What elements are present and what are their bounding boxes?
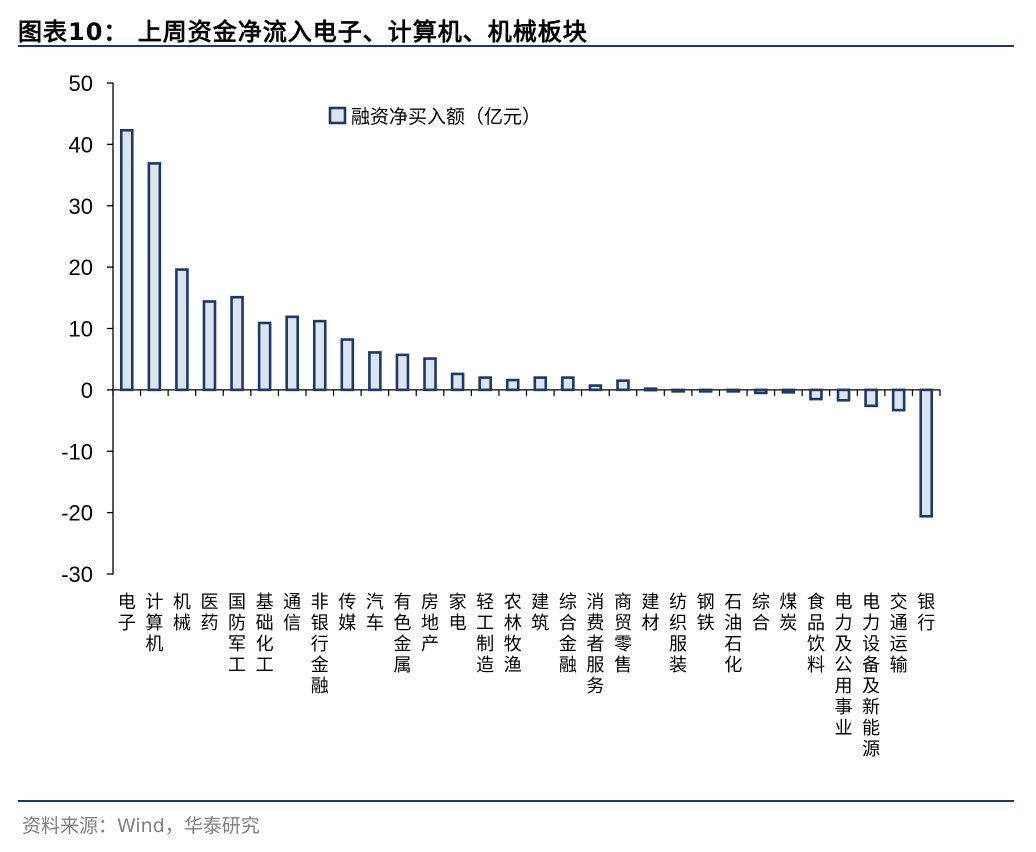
bar: [312, 319, 327, 392]
bar: [368, 351, 382, 392]
x-tick-label: 纺织服装: [669, 592, 687, 676]
x-tick-label: 综合: [752, 592, 770, 634]
x-tick-label: 钢铁: [697, 592, 715, 634]
top-rule: [18, 45, 1014, 47]
x-tick-label: 电子: [118, 592, 136, 634]
bar: [505, 378, 520, 392]
x-tick-label: 商贸零售: [614, 592, 632, 676]
bar: [119, 128, 134, 392]
x-tick-label: 消费者服务: [586, 592, 604, 697]
chart-bars: [119, 128, 934, 518]
y-tick-label: -10: [61, 439, 93, 464]
x-tick-label: 农林牧渔: [504, 592, 522, 676]
x-tick-label: 电力及公用事业: [835, 592, 853, 739]
x-tick-label: 传媒: [338, 592, 356, 634]
y-tick-label: 30: [69, 194, 93, 219]
y-tick-label: 10: [69, 317, 93, 342]
x-tick-label: 国防军工: [228, 592, 246, 676]
y-tick-label: 40: [69, 132, 93, 157]
bar: [423, 357, 437, 392]
category-labels: 电子计算机机械医药国防军工基础化工通信非银行金融传媒汽车有色金属房地产家电轻工制…: [118, 592, 935, 760]
bar: [450, 372, 465, 392]
bar: [616, 379, 630, 392]
bar: [175, 268, 189, 392]
bar: [891, 388, 906, 412]
bar: [754, 388, 768, 395]
figure-title: 图表10： 上周资金净流入电子、计算机、机械板块: [18, 18, 588, 46]
bar: [202, 300, 217, 392]
bar: [340, 338, 355, 392]
bottom-rule: [18, 800, 1014, 802]
y-tick-label: 50: [69, 71, 93, 96]
x-tick-label: 煤炭: [779, 592, 797, 634]
x-tick-label: 汽车: [366, 592, 384, 634]
legend-swatch: [328, 106, 347, 125]
bar: [395, 353, 410, 392]
bar: [919, 388, 934, 518]
x-tick-label: 机械: [173, 592, 191, 634]
bar-chart: 50 40 30 20 10 0 -10 -20 -30 电子计算机机械医药国防军工基础化工通信…: [61, 71, 941, 760]
x-tick-label: 有色金属: [393, 592, 411, 676]
x-tick-label: 非银行金融: [311, 592, 329, 697]
chart-axes: 50 40 30 20 10 0 -10 -20 -30: [61, 71, 941, 587]
x-tick-label: 建筑: [531, 592, 549, 634]
x-tick-label: 石油石化: [724, 592, 742, 676]
x-tick-label: 电力设备及新能源: [862, 592, 880, 760]
bar: [561, 376, 575, 392]
y-tick-label: -20: [61, 501, 93, 526]
source-note: 资料来源：Wind，华泰研究: [22, 815, 260, 837]
legend-label: 融资净买入额（亿元）: [351, 106, 541, 128]
bar: [698, 388, 713, 393]
bar: [836, 388, 851, 402]
x-tick-label: 通信: [283, 592, 301, 634]
bar: [230, 295, 244, 392]
bar: [809, 388, 823, 401]
x-tick-label: 交通运输: [890, 592, 908, 676]
x-tick-label: 综合金融: [559, 592, 577, 676]
bar: [726, 388, 741, 393]
x-tick-label: 房地产: [421, 592, 439, 655]
bar: [533, 376, 548, 392]
bar: [671, 388, 685, 393]
y-tick-label: 0: [81, 378, 93, 403]
x-tick-label: 轻工制造: [476, 592, 494, 676]
bar: [147, 162, 162, 392]
chart-legend: 融资净买入额（亿元）: [328, 106, 541, 128]
x-tick-label: 银行: [917, 592, 935, 634]
x-tick-label: 基础化工: [256, 592, 274, 676]
x-tick-label: 计算机: [145, 592, 163, 655]
x-tick-label: 食品饮料: [807, 592, 825, 676]
bar: [643, 387, 658, 392]
bar: [781, 388, 796, 394]
y-tick-label: -30: [61, 562, 93, 587]
bar: [478, 376, 492, 392]
y-tick-label: 20: [69, 255, 93, 280]
bar: [257, 321, 272, 392]
x-tick-label: 家电: [449, 592, 467, 634]
bar: [864, 388, 878, 408]
x-tick-label: 建材: [642, 592, 660, 634]
bar: [285, 315, 299, 392]
bar: [588, 384, 603, 392]
x-tick-label: 医药: [200, 592, 218, 634]
